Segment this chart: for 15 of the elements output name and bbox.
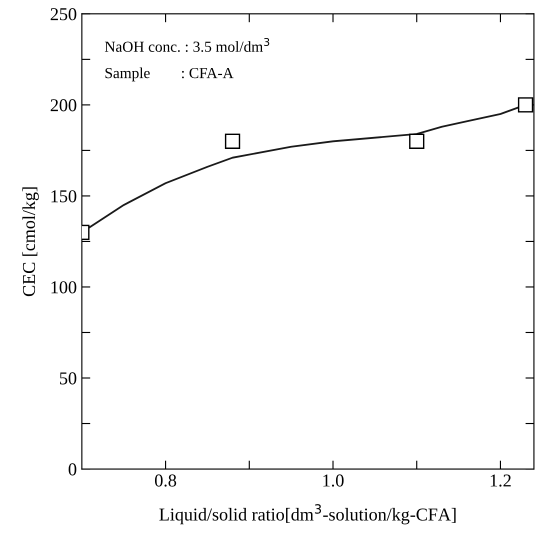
annotation: Sample : CFA-A <box>105 67 234 82</box>
annotation: NaOH conc. : 3.5 mol/dm$^{3}$ <box>104 38 270 52</box>
x-tick-label: 0.8 <box>154 474 176 487</box>
x-tick-label: 1.2 <box>490 474 511 487</box>
point <box>409 134 424 149</box>
y-tick-label: 0 <box>68 463 76 476</box>
y-axis-title: CEC [cmol/kg] <box>22 187 39 296</box>
y-tick-label: 250 <box>50 8 76 20</box>
x-tick-label: 1.0 <box>323 474 344 487</box>
y-tick-label: 200 <box>50 99 76 112</box>
point <box>518 97 534 113</box>
y-tick-label: 100 <box>52 281 76 294</box>
x-axis-title: Liquid/solid ratio[dm$^{3}$-solution/kg-CFA] <box>159 504 456 524</box>
y-tick-label: 50 <box>60 372 76 384</box>
y-tick-label: 150 <box>52 190 76 202</box>
